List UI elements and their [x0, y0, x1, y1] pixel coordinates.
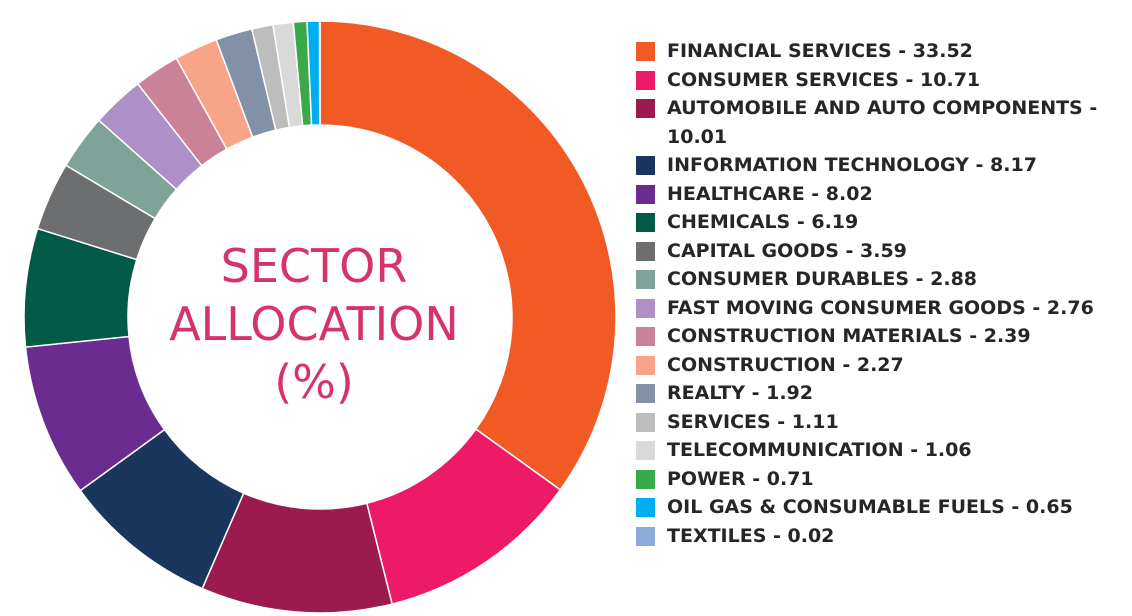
legend-swatch — [636, 384, 655, 403]
legend-swatch — [636, 156, 655, 175]
legend-item: AUTOMOBILE AND AUTO COMPONENTS - 10.01 — [636, 94, 1126, 151]
legend-label: POWER - 0.71 — [667, 467, 814, 490]
chart-legend: FINANCIAL SERVICES - 33.52 CONSUMER SERVI… — [636, 37, 1126, 550]
donut-slices — [23, 20, 617, 614]
legend-swatch — [636, 213, 655, 232]
legend-swatch — [636, 469, 655, 489]
legend-item: INFORMATION TECHNOLOGY - 8.17 — [636, 151, 1126, 180]
legend-label: FAST MOVING CONSUMER GOODS - 2.76 — [667, 296, 1094, 319]
legend-swatch — [636, 241, 655, 261]
legend-label: INFORMATION TECHNOLOGY - 8.17 — [667, 154, 1037, 176]
legend-item: CONSTRUCTION MATERIALS - 2.39 — [636, 322, 1126, 351]
legend-swatch — [636, 270, 655, 289]
donut-chart — [23, 20, 617, 614]
legend-item: SERVICES - 1.11 — [636, 408, 1126, 437]
legend-label: CONSUMER SERVICES - 10.71 — [667, 68, 981, 91]
legend-swatch — [636, 184, 655, 204]
legend-label: REALTY - 1.92 — [667, 382, 813, 404]
legend-item: OIL GAS & CONSUMABLE FUELS - 0.65 — [636, 493, 1126, 522]
legend-item: REALTY - 1.92 — [636, 379, 1126, 408]
legend-label: HEALTHCARE - 8.02 — [667, 182, 873, 205]
legend-item: CONSUMER SERVICES - 10.71 — [636, 66, 1126, 95]
legend-label: TEXTILES - 0.02 — [667, 524, 835, 547]
legend-swatch — [636, 355, 655, 375]
legend-swatch — [636, 99, 655, 118]
legend-label: CONSTRUCTION - 2.27 — [667, 353, 904, 376]
legend-item: FINANCIAL SERVICES - 33.52 — [636, 37, 1126, 66]
legend-item: CHEMICALS - 6.19 — [636, 208, 1126, 237]
legend-swatch — [636, 70, 655, 90]
legend-item: TEXTILES - 0.02 — [636, 522, 1126, 551]
legend-item: CAPITAL GOODS - 3.59 — [636, 237, 1126, 266]
legend-label: CHEMICALS - 6.19 — [667, 211, 859, 233]
legend-item: CONSTRUCTION - 2.27 — [636, 351, 1126, 380]
legend-label: CAPITAL GOODS - 3.59 — [667, 239, 907, 262]
center-title-line2: ALLOCATION — [169, 297, 459, 351]
legend-swatch — [636, 42, 655, 61]
legend-swatch — [636, 441, 655, 460]
legend-item: CONSUMER DURABLES - 2.88 — [636, 265, 1126, 294]
center-title-line3: (%) — [274, 355, 354, 409]
legend-label: CONSUMER DURABLES - 2.88 — [667, 268, 978, 290]
legend-swatch — [636, 526, 655, 546]
legend-swatch — [636, 412, 655, 432]
center-title-line1: SECTOR — [220, 239, 408, 293]
legend-label: SERVICES - 1.11 — [667, 410, 839, 433]
legend-swatch — [636, 498, 655, 517]
legend-swatch — [636, 298, 655, 318]
legend-label: CONSTRUCTION MATERIALS - 2.39 — [667, 325, 1031, 347]
legend-item: TELECOMMUNICATION - 1.06 — [636, 436, 1126, 465]
legend-item: POWER - 0.71 — [636, 465, 1126, 494]
slice-financial-services — [319, 20, 617, 491]
legend-swatch — [636, 327, 655, 346]
legend-label: FINANCIAL SERVICES - 33.52 — [667, 40, 973, 62]
legend-label: TELECOMMUNICATION - 1.06 — [667, 439, 972, 461]
chart-center-title: SECTOR ALLOCATION (%) — [154, 237, 474, 411]
legend-label: OIL GAS & CONSUMABLE FUELS - 0.65 — [667, 496, 1073, 518]
legend-label: AUTOMOBILE AND AUTO COMPONENTS - 10.01 — [667, 97, 1098, 148]
legend-item: FAST MOVING CONSUMER GOODS - 2.76 — [636, 294, 1126, 323]
legend-item: HEALTHCARE - 8.02 — [636, 180, 1126, 209]
